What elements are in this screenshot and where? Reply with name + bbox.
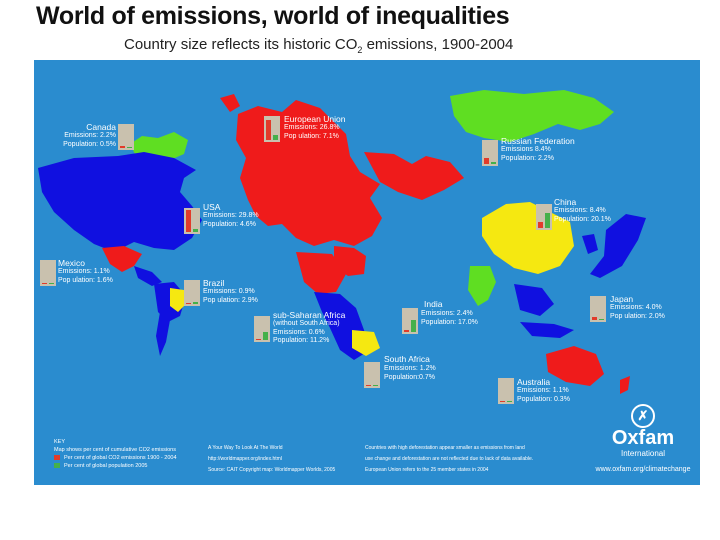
bar-population bbox=[127, 147, 132, 148]
bar-emissions bbox=[120, 146, 125, 148]
bar-population bbox=[491, 162, 496, 164]
bar-emissions bbox=[538, 221, 543, 228]
label-canada: Canada Emissions: 2.2% Population: 0.5% bbox=[63, 122, 116, 148]
label-mexico: Mexico Emissions: 1.1% Pop ulation: 1.6% bbox=[58, 258, 113, 284]
bar-emissions bbox=[42, 283, 47, 284]
label-russia: Russian Federation Emissions 8.4% Popula… bbox=[501, 136, 575, 162]
bars-china bbox=[536, 204, 552, 230]
bar-emissions bbox=[266, 120, 271, 140]
bars-japan bbox=[590, 296, 606, 322]
label-south-africa: South Africa bbox=[384, 354, 430, 364]
bar-emissions bbox=[186, 210, 191, 232]
key-description: Map shows per cent of cumulative CO2 emi… bbox=[54, 447, 176, 453]
label-india-values: Emissions: 2.4% Population: 17.0% bbox=[421, 310, 478, 326]
indonesia-shape bbox=[520, 322, 574, 338]
bars-brazil bbox=[184, 280, 200, 306]
bars-ssa bbox=[254, 316, 270, 342]
label-india: India bbox=[424, 299, 443, 309]
bar-emissions bbox=[484, 157, 489, 164]
bars-south-africa bbox=[364, 362, 380, 388]
label-japan: Japan Emissions: 4.0% Pop ulation: 2.0% bbox=[610, 294, 665, 320]
map-footnote: Countries with high deforestation appear… bbox=[365, 445, 534, 473]
russia-shape bbox=[450, 90, 614, 142]
bar-population bbox=[263, 331, 268, 340]
india-shape bbox=[468, 266, 496, 306]
bar-population bbox=[49, 282, 54, 284]
bars-india bbox=[402, 308, 418, 334]
bar-population bbox=[193, 228, 198, 232]
bar-emissions bbox=[404, 330, 409, 332]
usa-shape bbox=[38, 152, 202, 252]
key-title: KEY bbox=[54, 439, 66, 445]
bar-population bbox=[507, 401, 512, 402]
bars-australia bbox=[498, 378, 514, 404]
bars-eu bbox=[264, 116, 280, 142]
key-emissions-row: Per cent of global CO2 emissions 1900 - … bbox=[54, 454, 177, 462]
bar-emissions bbox=[366, 385, 371, 386]
oxfam-international: International bbox=[620, 449, 666, 458]
bar-population bbox=[273, 134, 278, 140]
bars-russia bbox=[482, 140, 498, 166]
label-eu: European Union Emissions: 26.8% Pop ulat… bbox=[284, 114, 346, 140]
map-key: KEY Map shows per cent of cumulative CO2… bbox=[54, 438, 177, 470]
bar-emissions bbox=[500, 401, 505, 402]
bar-population bbox=[411, 319, 416, 332]
bars-mexico bbox=[40, 260, 56, 286]
se-asia-shape bbox=[514, 284, 554, 316]
bar-population bbox=[599, 318, 604, 320]
central-america-shape bbox=[134, 266, 162, 286]
oxfam-logo-icon: ✗ bbox=[631, 404, 655, 428]
label-australia: Australia Emissions: 1.1% Population: 0.… bbox=[517, 377, 570, 403]
korea-shape bbox=[582, 234, 598, 254]
key-population-row: Per cent of global population 2005 bbox=[54, 462, 177, 470]
south-cone-shape bbox=[156, 312, 170, 356]
population-swatch-icon bbox=[54, 463, 60, 469]
north-africa-shape bbox=[296, 252, 346, 294]
bar-emissions bbox=[592, 317, 597, 320]
bars-canada bbox=[118, 124, 134, 150]
bar-emissions bbox=[186, 303, 191, 304]
oxfam-logo-block: ✗ Oxfam International www.oxfam.org/clim… bbox=[588, 404, 698, 473]
oxfam-name: Oxfam bbox=[611, 427, 675, 449]
brazil-shape bbox=[170, 288, 186, 312]
south-africa-shape bbox=[352, 330, 380, 356]
label-usa: USA Emissions: 29.8% Population: 4.6% bbox=[203, 202, 259, 228]
label-south-africa-values: Emissions: 1.2% Population:0.7% bbox=[384, 365, 436, 381]
north-atlantic-shape bbox=[220, 94, 240, 112]
central-asia-shape bbox=[364, 152, 464, 200]
bar-population bbox=[193, 301, 198, 304]
cartogram-map: Canada Emissions: 2.2% Population: 0.5% … bbox=[34, 60, 700, 485]
label-china: China Emissions: 8.4% Population: 20.1% bbox=[554, 197, 611, 223]
label-brazil: Brazil Emissions: 0.9% Pop ulation: 2.9% bbox=[203, 278, 258, 304]
page-title: World of emissions, world of inequalitie… bbox=[36, 2, 510, 30]
japan-shape bbox=[590, 214, 646, 278]
mexico-shape bbox=[102, 246, 142, 272]
new-zealand-shape bbox=[620, 376, 630, 394]
bar-emissions bbox=[256, 339, 261, 340]
bar-population bbox=[373, 385, 378, 386]
bar-population bbox=[545, 213, 550, 228]
australia-shape bbox=[546, 346, 604, 386]
source-credit: A Your Way To Look At The World http://w… bbox=[208, 445, 336, 473]
page-subtitle: Country size reflects its historic CO2 e… bbox=[124, 36, 514, 55]
emissions-swatch-icon bbox=[54, 455, 60, 461]
label-ssa: sub-Saharan Africa (without South Africa… bbox=[273, 310, 346, 344]
cartogram-shapes bbox=[38, 90, 646, 394]
bars-usa bbox=[184, 208, 200, 234]
oxfam-url[interactable]: www.oxfam.org/climatechange bbox=[595, 466, 691, 473]
